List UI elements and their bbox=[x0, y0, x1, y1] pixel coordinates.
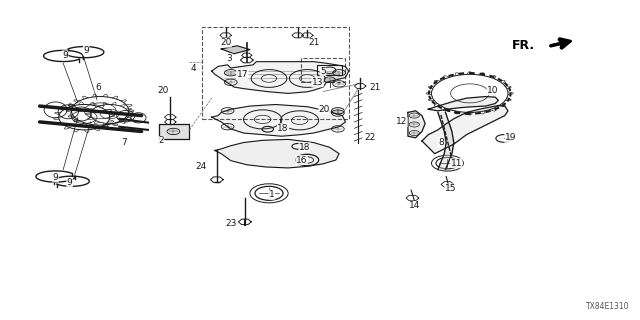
Text: 9: 9 bbox=[83, 46, 89, 55]
Polygon shape bbox=[408, 111, 425, 138]
Polygon shape bbox=[438, 112, 454, 170]
Text: 21: 21 bbox=[308, 38, 320, 47]
Text: 6: 6 bbox=[95, 83, 101, 92]
Text: 7: 7 bbox=[121, 138, 127, 147]
Polygon shape bbox=[428, 97, 499, 111]
Polygon shape bbox=[212, 105, 346, 136]
Text: 13: 13 bbox=[312, 78, 323, 87]
Text: 17: 17 bbox=[237, 70, 248, 79]
Text: 14: 14 bbox=[408, 202, 420, 211]
Text: 23: 23 bbox=[225, 219, 236, 228]
Text: 20: 20 bbox=[319, 105, 330, 114]
Text: 8: 8 bbox=[438, 138, 444, 147]
Polygon shape bbox=[422, 105, 508, 154]
Text: 22: 22 bbox=[365, 133, 376, 142]
Polygon shape bbox=[159, 124, 189, 140]
Text: 11: 11 bbox=[451, 159, 462, 168]
Text: 20: 20 bbox=[157, 86, 168, 95]
Text: FR.: FR. bbox=[512, 39, 536, 52]
Text: 5: 5 bbox=[320, 67, 326, 76]
Text: 19: 19 bbox=[505, 133, 516, 142]
Text: TX84E1310: TX84E1310 bbox=[586, 302, 629, 311]
Text: 4: 4 bbox=[190, 63, 196, 73]
Text: 9: 9 bbox=[67, 178, 72, 187]
Text: 18: 18 bbox=[277, 124, 289, 133]
Text: 24: 24 bbox=[195, 162, 207, 171]
Text: 9: 9 bbox=[62, 51, 68, 60]
Text: 21: 21 bbox=[369, 83, 380, 92]
Text: 3: 3 bbox=[227, 54, 232, 63]
Text: 9: 9 bbox=[52, 173, 58, 182]
Text: 16: 16 bbox=[296, 156, 307, 164]
Text: 18: 18 bbox=[299, 143, 310, 152]
Text: 15: 15 bbox=[445, 184, 456, 193]
Text: 20: 20 bbox=[220, 38, 232, 47]
Text: 2: 2 bbox=[158, 136, 164, 146]
Text: 10: 10 bbox=[487, 86, 499, 95]
Polygon shape bbox=[221, 46, 250, 54]
Polygon shape bbox=[215, 140, 339, 168]
Polygon shape bbox=[212, 62, 349, 93]
Text: 12: 12 bbox=[396, 117, 407, 126]
Text: 1: 1 bbox=[269, 190, 275, 199]
